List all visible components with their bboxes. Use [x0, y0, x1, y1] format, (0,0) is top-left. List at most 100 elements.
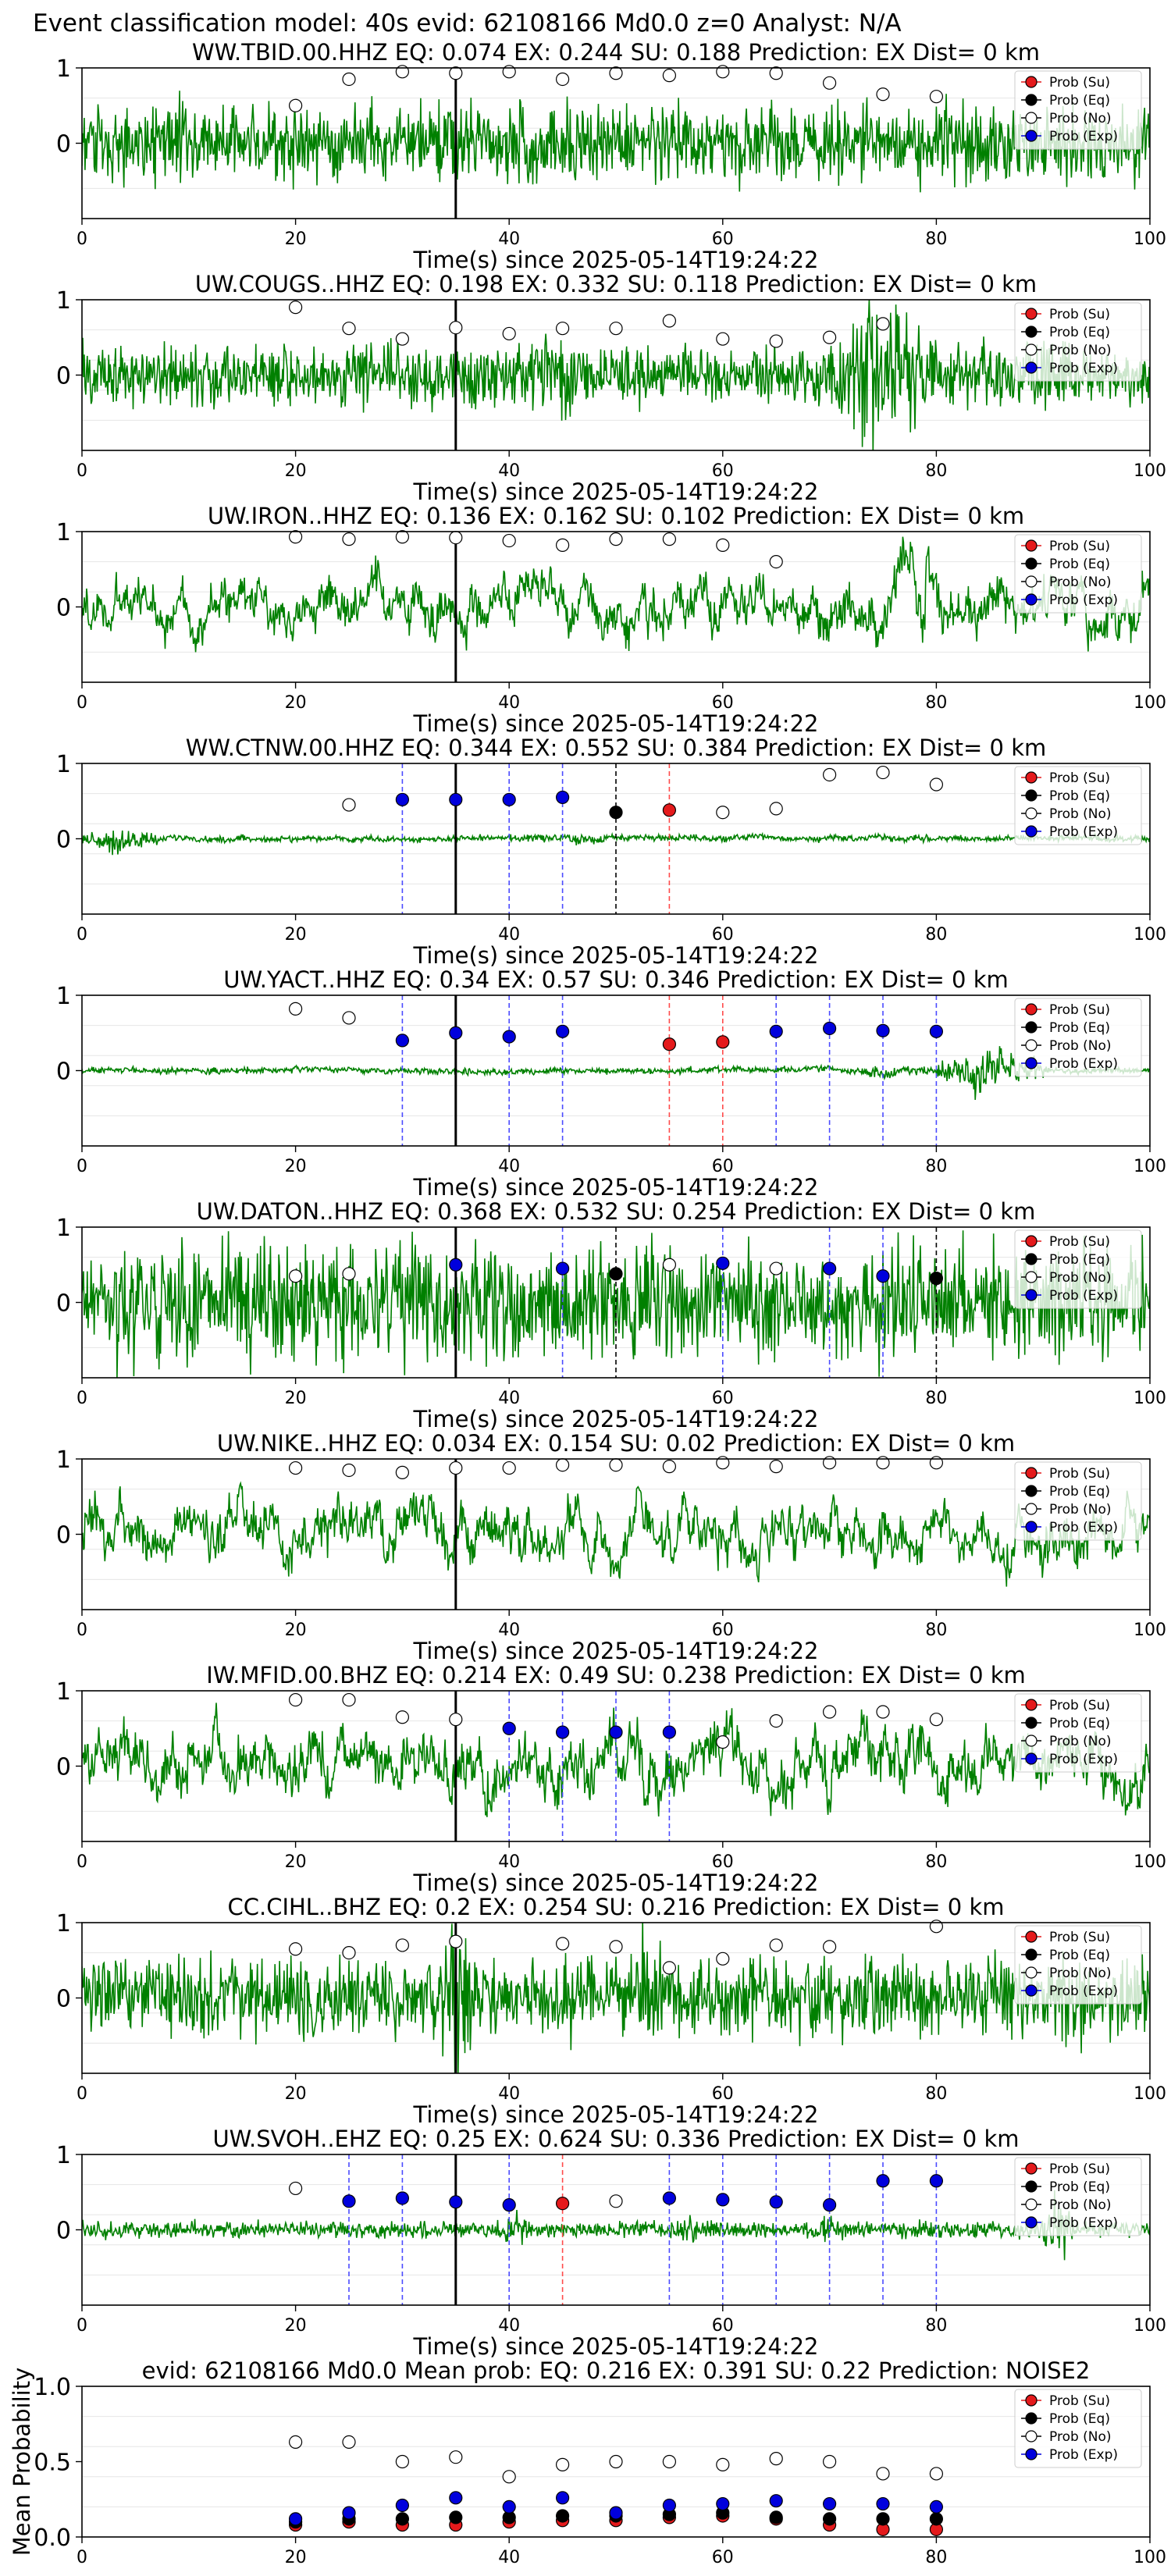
x-tick-label: 80	[925, 2316, 947, 2336]
mean-marker-no	[876, 2467, 890, 2481]
prob-marker-exp	[395, 1034, 410, 1048]
prob-marker-no	[555, 72, 570, 87]
x-tick-label: 60	[712, 693, 734, 713]
y-tick-label: 0	[56, 1986, 71, 2013]
panel-title: UW.NIKE..HHZ EQ: 0.034 EX: 0.154 SU: 0.0…	[217, 1430, 1015, 1457]
legend-box	[1014, 1693, 1142, 1773]
waveform-trace	[82, 1481, 1150, 1587]
legend-label: Prob (Exp)	[1049, 129, 1118, 144]
panel-title: UW.COUGS..HHZ EQ: 0.198 EX: 0.332 SU: 0.…	[195, 271, 1037, 297]
x-tick-label: 80	[925, 1389, 947, 1408]
x-tick-label: 0	[77, 1852, 87, 1872]
legend-swatch-marker	[1025, 1752, 1038, 1765]
prob-marker-exp	[876, 1023, 890, 1037]
legend-label: Prob (Su)	[1049, 1698, 1110, 1713]
legend-swatch-marker	[1025, 2430, 1038, 2443]
prob-marker-no	[449, 1934, 463, 1948]
legend-swatch-marker	[1025, 1271, 1038, 1283]
legend-swatch-marker	[1025, 1930, 1038, 1943]
legend-label: Prob (Su)	[1049, 75, 1110, 91]
prob-marker-eq	[609, 1267, 623, 1281]
legend-swatch-marker	[1025, 1057, 1038, 1069]
prob-marker-no	[716, 538, 730, 552]
x-tick-label: 80	[925, 925, 947, 945]
waveform-trace	[82, 300, 1150, 450]
prob-marker-no	[342, 798, 356, 812]
legend-label: Prob (Su)	[1049, 2393, 1110, 2409]
legend-swatch-marker	[1025, 539, 1038, 552]
waveform-trace	[82, 1046, 1150, 1101]
panel-title: WW.CTNW.00.HHZ EQ: 0.344 EX: 0.552 SU: 0…	[186, 735, 1047, 761]
x-tick-label: 100	[1134, 2548, 1166, 2567]
prob-marker-exp	[769, 1024, 783, 1038]
legend-swatch-marker	[1025, 1039, 1038, 1051]
mean-marker-exp	[289, 2512, 303, 2526]
prob-marker-exp	[929, 2174, 944, 2188]
prob-marker-no	[769, 334, 783, 348]
legend-swatch-marker	[1025, 1717, 1038, 1729]
x-axis-label: Time(s) since 2025-05-14T19:24:22	[413, 710, 819, 737]
x-tick-label: 100	[1134, 1621, 1166, 1640]
prob-marker-no	[769, 1714, 783, 1728]
x-tick-label: 20	[285, 2548, 307, 2567]
prob-marker-no	[822, 1705, 837, 1719]
prob-marker-exp	[662, 2191, 677, 2205]
mean-marker-exp	[769, 2494, 783, 2508]
mean-marker-eq	[769, 2510, 783, 2524]
mean-marker-exp	[716, 2496, 730, 2511]
x-tick-label: 40	[498, 2548, 520, 2567]
panel-title: IW.MFID.00.BHZ EQ: 0.214 EX: 0.49 SU: 0.…	[206, 1662, 1026, 1688]
legend-swatch-marker	[1025, 557, 1038, 570]
mean-marker-exp	[342, 2506, 356, 2520]
mean-marker-no	[395, 2454, 410, 2469]
x-tick-label: 0	[77, 1389, 87, 1408]
legend-label: Prob (Eq)	[1049, 93, 1110, 109]
legend-label: Prob (Eq)	[1049, 788, 1110, 804]
prob-marker-no	[289, 2181, 303, 2196]
legend-label: Prob (Eq)	[1049, 325, 1110, 340]
x-tick-label: 80	[925, 2084, 947, 2104]
axes-frame	[81, 531, 1151, 683]
mean-marker-exp	[876, 2496, 890, 2511]
prob-marker-su	[716, 1035, 730, 1049]
chart-panel-4: WW.CTNW.00.HHZ EQ: 0.344 EX: 0.552 SU: 0…	[56, 735, 1166, 969]
x-tick-label: 80	[925, 1852, 947, 1872]
y-tick-label: 0	[56, 595, 71, 622]
prob-marker-no	[716, 1952, 730, 1966]
x-tick-label: 20	[285, 1852, 307, 1872]
legend-label: Prob (Su)	[1049, 1930, 1110, 1945]
legend-label: Prob (Exp)	[1049, 592, 1118, 608]
prob-marker-no	[609, 532, 623, 546]
mean-marker-no	[609, 2454, 623, 2469]
legend-swatch-marker	[1025, 1235, 1038, 1247]
x-tick-label: 0	[77, 1157, 87, 1176]
x-tick-label: 40	[498, 2084, 520, 2104]
legend-label: Prob (No)	[1049, 2429, 1112, 2445]
panel-title: CC.CIHL..BHZ EQ: 0.2 EX: 0.254 SU: 0.216…	[227, 1894, 1004, 1920]
prob-marker-no	[502, 533, 516, 548]
prob-marker-su	[662, 803, 677, 817]
prob-marker-no	[929, 1920, 944, 1934]
prob-marker-exp	[555, 1261, 570, 1276]
prob-marker-exp	[716, 1256, 730, 1270]
axes-frame	[81, 1458, 1151, 1610]
y-tick-label: 1	[56, 1446, 71, 1474]
prob-marker-exp	[555, 790, 570, 805]
x-tick-label: 100	[1134, 229, 1166, 249]
prob-marker-no	[395, 530, 410, 544]
prob-marker-no	[289, 1692, 303, 1707]
x-tick-label: 0	[77, 229, 87, 249]
prob-marker-no	[716, 1735, 730, 1749]
prob-marker-no	[289, 1269, 303, 1283]
prob-marker-no	[342, 1692, 356, 1707]
prob-marker-exp	[555, 1725, 570, 1739]
x-axis-label: Time(s) since 2025-05-14T19:24:22	[413, 2333, 819, 2360]
prob-marker-exp	[449, 792, 463, 806]
prob-marker-no	[395, 65, 410, 79]
prob-marker-exp	[395, 792, 410, 806]
legend-box	[1014, 2389, 1142, 2468]
legend-label: Prob (Su)	[1049, 307, 1110, 322]
legend-swatch-marker	[1025, 308, 1038, 320]
prob-marker-no	[822, 330, 837, 344]
legend-label: Prob (No)	[1049, 111, 1112, 126]
